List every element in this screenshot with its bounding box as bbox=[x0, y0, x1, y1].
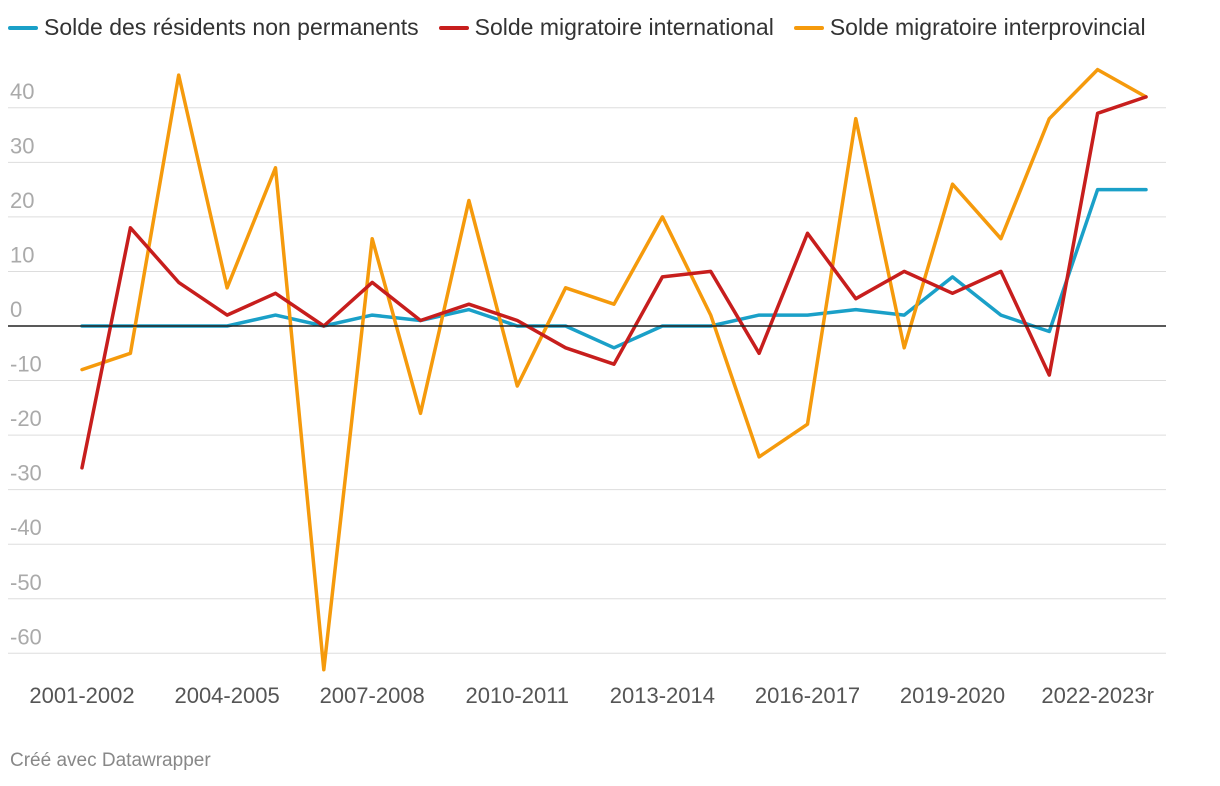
x-tick-label: 2016-2017 bbox=[755, 683, 860, 708]
y-tick-label: 30 bbox=[10, 133, 34, 158]
y-tick-label: 0 bbox=[10, 297, 22, 322]
legend-label: Solde migratoire interprovincial bbox=[829, 14, 1146, 40]
x-tick-label: 2007-2008 bbox=[320, 683, 425, 708]
legend-swatch bbox=[438, 25, 469, 30]
series-line bbox=[80, 95, 1148, 470]
legend-item: Solde migratoire international bbox=[438, 14, 774, 41]
series-line bbox=[80, 67, 1148, 672]
legend-swatch bbox=[793, 25, 824, 30]
x-tick-label: 2001-2002 bbox=[29, 683, 134, 708]
legend-swatch bbox=[8, 25, 38, 30]
legend-item: Solde des résidents non permanents bbox=[8, 14, 419, 41]
legend-item: Solde migratoire interprovincial bbox=[793, 14, 1146, 41]
legend-label: Solde des résidents non permanents bbox=[44, 14, 419, 40]
chart-legend: Solde des résidents non permanents Solde … bbox=[8, 14, 1166, 41]
x-tick-label: 2004-2005 bbox=[174, 683, 279, 708]
x-tick-label: 2013-2014 bbox=[610, 683, 715, 708]
y-tick-label: -30 bbox=[10, 461, 42, 486]
x-tick-label: 2010-2011 bbox=[465, 683, 569, 708]
y-tick-label: 40 bbox=[10, 79, 34, 104]
series-line bbox=[80, 187, 1148, 350]
y-tick-label: 20 bbox=[10, 188, 34, 213]
y-tick-label: -50 bbox=[10, 570, 42, 595]
y-tick-label: -60 bbox=[10, 624, 42, 649]
y-tick-label: -20 bbox=[10, 406, 42, 431]
y-tick-label: -40 bbox=[10, 515, 42, 540]
y-tick-label: -10 bbox=[10, 352, 42, 377]
credit-text: Créé avec Datawrapper bbox=[10, 750, 211, 771]
x-tick-label: 2019-2020 bbox=[900, 683, 1005, 708]
legend-label: Solde migratoire international bbox=[474, 14, 774, 40]
y-tick-label: 10 bbox=[10, 242, 34, 267]
x-tick-label: 2022-2023r bbox=[1041, 683, 1154, 708]
